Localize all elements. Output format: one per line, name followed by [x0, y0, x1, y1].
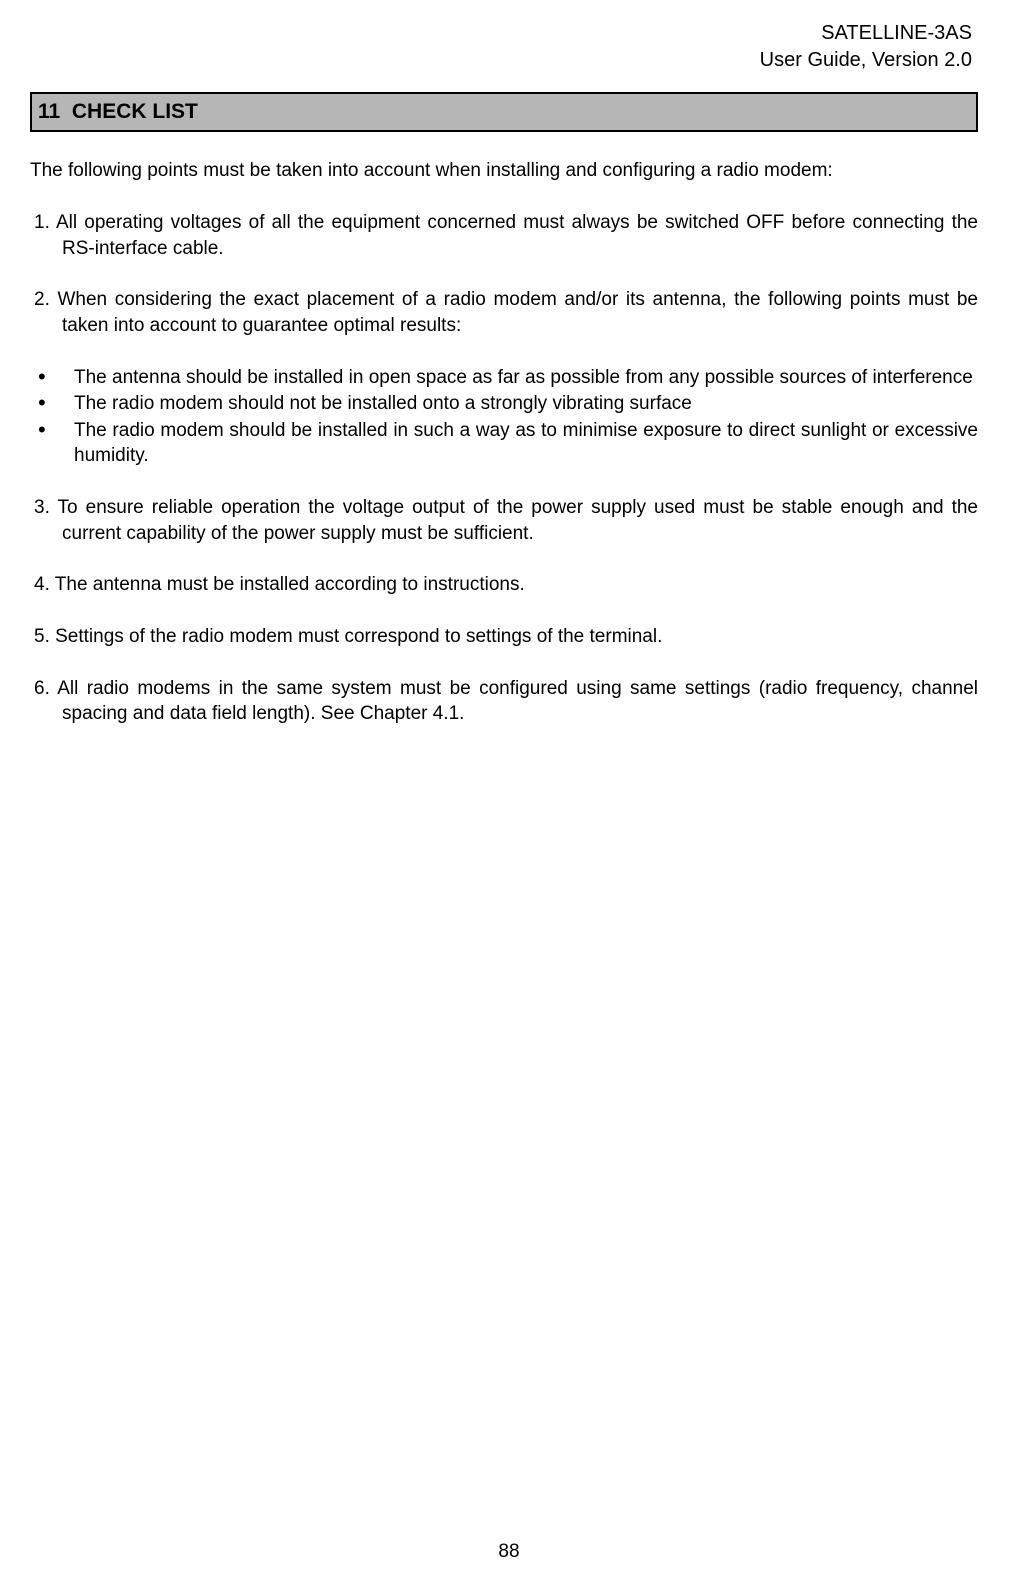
section-title-bar: 11 CHECK LIST	[30, 92, 978, 132]
product-name: SATELLINE-3AS	[30, 20, 972, 47]
page-number: 88	[0, 1539, 1018, 1565]
check-item-2: 2. When considering the exact placement …	[30, 287, 978, 338]
section-number: 11	[38, 100, 60, 123]
section-title: CHECK LIST	[72, 100, 198, 123]
check-item-2-bullets: The antenna should be installed in open …	[30, 365, 978, 470]
check-item-6: 6. All radio modems in the same system m…	[30, 676, 978, 727]
check-item-4: 4. The antenna must be installed accordi…	[30, 572, 978, 598]
page-header: SATELLINE-3AS User Guide, Version 2.0	[30, 20, 978, 74]
check-item-1: 1. All operating voltages of all the equ…	[30, 210, 978, 261]
list-item: The antenna should be installed in open …	[70, 365, 978, 391]
list-item: The radio modem should be installed in s…	[70, 418, 978, 469]
check-item-5: 5. Settings of the radio modem must corr…	[30, 624, 978, 650]
guide-version: User Guide, Version 2.0	[30, 47, 972, 74]
list-item: The radio modem should not be installed …	[70, 391, 978, 417]
intro-paragraph: The following points must be taken into …	[30, 158, 978, 184]
check-item-3: 3. To ensure reliable operation the volt…	[30, 495, 978, 546]
